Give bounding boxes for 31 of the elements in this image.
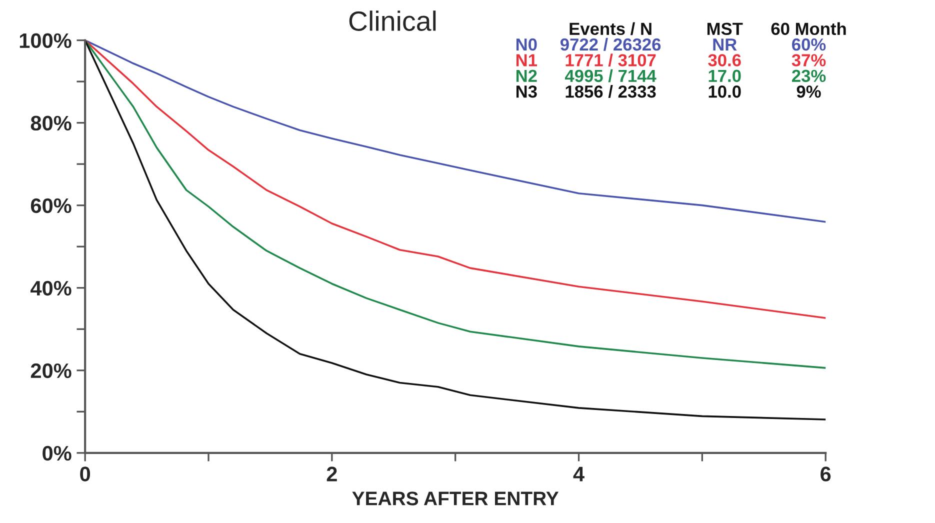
annotation: 60% [792, 38, 826, 51]
annotation: 1771 / 3107 [566, 54, 656, 67]
y-tick-label: 60% [30, 198, 72, 214]
annotation: 10.0 [708, 85, 741, 98]
annotation: 23% [792, 70, 826, 82]
annotation: NR [713, 38, 737, 51]
text: N0 [516, 38, 537, 51]
annotation: 9722 / 26326 [560, 38, 661, 51]
annotation: 9% [796, 85, 821, 98]
text: MST [707, 22, 743, 35]
text: Events / N [570, 22, 652, 36]
annotation: 1856 / 2333 [566, 85, 656, 98]
text: N1 [516, 54, 538, 66]
chart-title: Clinical [349, 10, 436, 31]
x-tick-label: 2 [326, 466, 337, 482]
annotation: 17.0 [708, 70, 741, 82]
y-tick-label: 0% [42, 446, 72, 461]
x-tick-label: 0 [80, 466, 90, 482]
text: N2 [516, 70, 537, 82]
y-tick-label: 20% [30, 363, 72, 378]
annotation: 37% [792, 54, 826, 66]
x-tick-label: 6 [820, 466, 831, 482]
y-tick-label: 100% [20, 33, 72, 48]
y-tick-label: 40% [30, 280, 72, 296]
annotation: 4995 / 7144 [564, 69, 656, 82]
text: N3 [516, 85, 537, 98]
annotation: 30.6 [708, 54, 741, 66]
x-axis-title: YEARS AFTER ENTRY [352, 492, 559, 506]
y-tick-label: 80% [30, 116, 72, 131]
text: 60 Month [771, 22, 846, 35]
x-tick-label: 4 [573, 466, 584, 482]
